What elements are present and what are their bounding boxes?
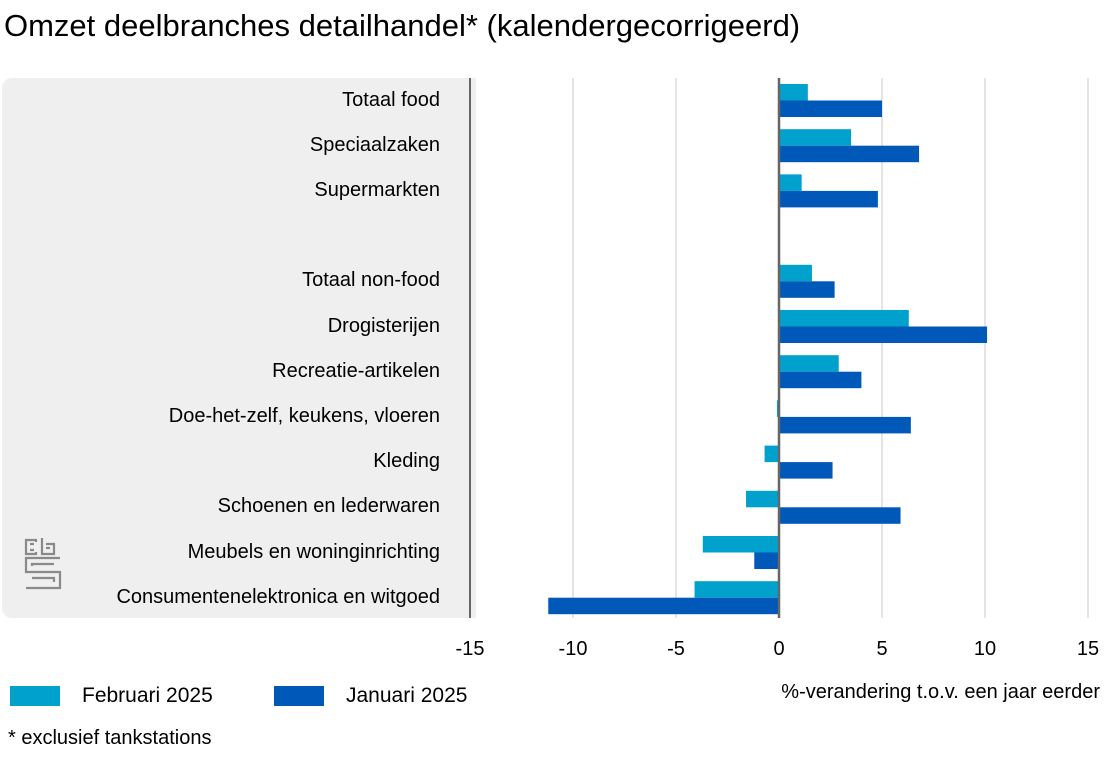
x-axis-label: %-verandering t.o.v. een jaar eerder [781, 681, 1100, 703]
cbs-logo-icon [24, 538, 62, 590]
legend-item-februari: Februari 2025 [10, 683, 213, 709]
x-tick-label-1: -10 [558, 638, 588, 660]
legend-item-januari: Januari 2025 [274, 683, 467, 709]
category-label-panel [2, 78, 476, 618]
bar-januari-1 [779, 145, 920, 163]
bar-februari-9 [746, 490, 779, 508]
bar-februari-0 [779, 84, 808, 101]
x-tick-label-0: -15 [455, 638, 485, 660]
category-label-8: Kleding [373, 450, 440, 473]
bar-februari-10 [702, 536, 779, 553]
bar-januari-8 [779, 462, 833, 479]
x-tick-label-2: -5 [667, 638, 685, 660]
chart-title: Omzet deelbranches detailhandel* (kalend… [4, 8, 801, 43]
bar-februari-4 [779, 264, 812, 282]
category-label-5: Drogisterijen [327, 314, 440, 337]
category-label-2: Supermarkten [314, 178, 440, 201]
bars [548, 84, 988, 615]
category-label-1: Speciaalzaken [309, 133, 440, 156]
bar-februari-11 [694, 581, 779, 598]
legend-swatch-februari [10, 686, 60, 706]
x-tick-label-5: 10 [973, 638, 997, 660]
bar-februari-2 [779, 174, 802, 191]
bar-februari-5 [779, 310, 909, 327]
bar-februari-8 [764, 445, 779, 463]
bar-januari-0 [779, 100, 882, 117]
bar-januari-6 [779, 371, 862, 389]
category-label-6: Recreatie-artikelen [272, 359, 440, 382]
bar-januari-11 [548, 597, 779, 615]
x-tick-label-6: 15 [1076, 638, 1100, 660]
category-label-0: Totaal food [342, 88, 440, 111]
category-label-11: Consumentenelektronica en witgoed [116, 585, 440, 608]
bar-januari-2 [779, 190, 878, 208]
bar-januari-4 [779, 281, 835, 298]
bar-januari-5 [779, 326, 988, 343]
gridlines [572, 78, 1089, 618]
category-label-9: Schoenen en lederwaren [217, 495, 440, 518]
legend-label-januari: Januari 2025 [346, 684, 468, 707]
x-tick-label-3: 0 [773, 638, 785, 660]
legend-label-februari: Februari 2025 [82, 684, 213, 707]
bar-januari-9 [779, 507, 901, 524]
legend-swatch-januari [274, 686, 324, 706]
category-label-4: Totaal non-food [302, 269, 440, 292]
x-tick-label-4: 5 [876, 638, 888, 660]
bar-januari-10 [754, 552, 779, 569]
category-label-10: Meubels en woninginrichting [187, 540, 440, 563]
bar-februari-6 [779, 355, 839, 372]
footnote: * exclusief tankstations [8, 727, 212, 749]
category-label-7: Doe-het-zelf, keukens, vloeren [168, 404, 440, 427]
bar-januari-7 [779, 416, 911, 434]
bar-februari-1 [779, 129, 852, 146]
